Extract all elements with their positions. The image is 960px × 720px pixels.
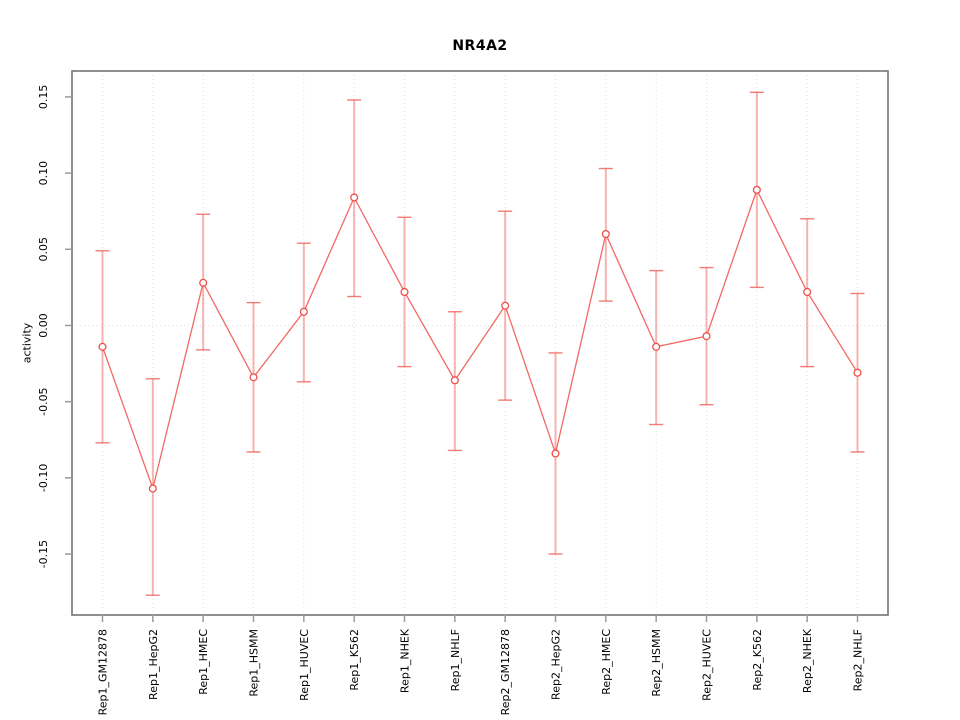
series-line bbox=[101, 188, 859, 491]
data-point bbox=[450, 376, 459, 385]
data-point bbox=[702, 332, 711, 341]
x-tick-label: Rep1_HUVEC bbox=[298, 629, 311, 701]
x-tick-label: Rep1_NHEK bbox=[399, 628, 412, 693]
x-tick-label: Rep1_NHLF bbox=[449, 629, 462, 691]
data-point bbox=[803, 287, 812, 297]
data-point bbox=[752, 185, 761, 194]
y-tick-label: 0.00 bbox=[37, 313, 50, 338]
plot-box bbox=[71, 70, 889, 616]
x-tick-label: Rep1_GM12878 bbox=[97, 629, 110, 715]
x-tick-label: Rep2_HepG2 bbox=[550, 629, 563, 700]
x-tick-label: Rep1_HSMM bbox=[248, 629, 261, 697]
x-tick-label: Rep2_NHEK bbox=[801, 628, 814, 693]
data-point bbox=[199, 278, 208, 287]
data-point bbox=[98, 342, 107, 351]
y-tick-label: -0.15 bbox=[37, 540, 50, 568]
x-tick-label: Rep2_GM12878 bbox=[499, 629, 512, 715]
x-tick-label: Rep1_HepG2 bbox=[147, 629, 160, 700]
data-point bbox=[501, 301, 510, 310]
x-tick-label: Rep2_HUVEC bbox=[701, 629, 714, 701]
y-tick-label: -0.10 bbox=[37, 464, 50, 492]
data-point bbox=[400, 287, 409, 297]
data-point bbox=[853, 368, 862, 377]
x-tick-label: Rep2_K562 bbox=[751, 629, 764, 691]
x-tick-label: Rep2_HSMM bbox=[650, 629, 663, 697]
y-tick-label: -0.05 bbox=[37, 387, 50, 415]
y-tick-label: 0.15 bbox=[37, 85, 50, 110]
y-tick-label: 0.10 bbox=[37, 161, 50, 186]
x-tick-label: Rep1_HMEC bbox=[197, 629, 210, 695]
x-tick-label: Rep2_HMEC bbox=[600, 629, 613, 695]
data-point bbox=[601, 229, 610, 239]
x-tick-label: Rep1_K562 bbox=[348, 629, 361, 691]
x-tick-label: Rep2_NHLF bbox=[852, 629, 865, 691]
data-point bbox=[350, 193, 359, 202]
data-point bbox=[551, 449, 560, 458]
y-tick-label: 0.05 bbox=[37, 237, 50, 261]
data-point bbox=[249, 373, 258, 382]
data-point bbox=[299, 307, 308, 316]
chart-title: NR4A2 bbox=[452, 38, 508, 54]
data-point bbox=[652, 342, 661, 351]
data-point bbox=[148, 484, 157, 493]
